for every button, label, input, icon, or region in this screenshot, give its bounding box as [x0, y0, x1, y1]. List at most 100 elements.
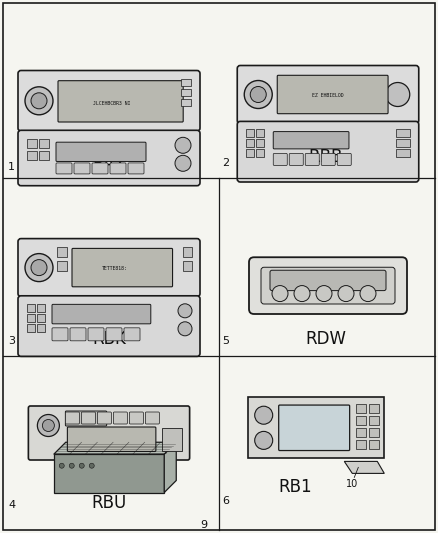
Circle shape [178, 304, 192, 318]
Circle shape [316, 286, 332, 302]
Text: 3: 3 [8, 336, 15, 346]
Circle shape [338, 286, 354, 302]
Circle shape [272, 286, 288, 302]
Bar [369, 416, 379, 425]
FancyBboxPatch shape [261, 267, 395, 304]
FancyBboxPatch shape [237, 122, 419, 182]
Text: EZ EHBIELOD: EZ EHBIELOD [311, 93, 343, 98]
FancyBboxPatch shape [18, 296, 200, 357]
Text: 6: 6 [222, 496, 229, 506]
Bar [256, 140, 264, 148]
Circle shape [31, 93, 47, 109]
FancyBboxPatch shape [92, 163, 108, 174]
Text: 4: 4 [8, 500, 15, 510]
Polygon shape [54, 442, 176, 454]
Circle shape [175, 138, 191, 154]
Bar [37, 304, 45, 312]
Bar [39, 139, 49, 148]
Circle shape [25, 87, 53, 115]
Text: RBU: RBU [92, 494, 127, 512]
Circle shape [250, 86, 266, 102]
FancyBboxPatch shape [249, 257, 407, 314]
Bar [27, 314, 35, 322]
FancyBboxPatch shape [74, 163, 90, 174]
Circle shape [37, 415, 60, 437]
FancyBboxPatch shape [129, 412, 143, 424]
Circle shape [294, 286, 310, 302]
Bar [356, 416, 366, 425]
FancyBboxPatch shape [289, 154, 303, 165]
Circle shape [244, 80, 272, 109]
Bar [246, 149, 254, 157]
FancyBboxPatch shape [273, 132, 349, 149]
FancyBboxPatch shape [72, 248, 173, 287]
Bar [246, 130, 254, 138]
Circle shape [255, 406, 273, 424]
FancyBboxPatch shape [28, 406, 190, 460]
FancyBboxPatch shape [88, 328, 104, 341]
FancyBboxPatch shape [270, 270, 386, 290]
Bar [369, 428, 379, 437]
Bar [396, 149, 410, 157]
FancyBboxPatch shape [106, 328, 122, 341]
FancyBboxPatch shape [128, 163, 144, 174]
FancyBboxPatch shape [337, 154, 351, 165]
Bar [27, 139, 37, 148]
FancyBboxPatch shape [110, 163, 126, 174]
FancyBboxPatch shape [279, 405, 350, 450]
Bar [396, 140, 410, 148]
Text: 1: 1 [8, 162, 15, 172]
Circle shape [79, 463, 84, 468]
Text: RDW: RDW [305, 330, 346, 348]
Polygon shape [164, 442, 176, 492]
Bar [356, 404, 366, 413]
Text: RB1: RB1 [278, 478, 312, 496]
FancyBboxPatch shape [273, 154, 287, 165]
Circle shape [360, 286, 376, 302]
Bar [181, 78, 191, 85]
Bar [356, 440, 366, 449]
Bar [27, 151, 37, 160]
Text: RBK: RBK [92, 330, 126, 348]
Text: TETTE818:: TETTE818: [102, 266, 128, 271]
Circle shape [175, 155, 191, 171]
Circle shape [178, 322, 192, 336]
FancyBboxPatch shape [124, 328, 140, 341]
FancyBboxPatch shape [52, 328, 68, 341]
Circle shape [31, 260, 47, 276]
Bar [57, 247, 67, 256]
FancyBboxPatch shape [277, 75, 388, 114]
FancyBboxPatch shape [65, 411, 107, 426]
Bar [256, 130, 264, 138]
FancyBboxPatch shape [65, 412, 79, 424]
FancyBboxPatch shape [18, 70, 200, 131]
Bar [246, 140, 254, 148]
Circle shape [69, 463, 74, 468]
Polygon shape [344, 462, 384, 473]
Bar [39, 151, 49, 160]
Bar [256, 149, 264, 157]
Text: 10: 10 [346, 479, 358, 489]
Bar [183, 247, 192, 256]
Circle shape [42, 419, 54, 432]
Bar [54, 454, 164, 492]
FancyBboxPatch shape [18, 130, 200, 185]
FancyBboxPatch shape [145, 412, 159, 424]
Bar [27, 324, 35, 332]
Bar [183, 261, 192, 271]
FancyBboxPatch shape [237, 66, 419, 124]
FancyBboxPatch shape [18, 239, 200, 296]
Bar [396, 130, 410, 138]
Text: 9: 9 [200, 520, 207, 530]
Bar [37, 314, 45, 322]
Text: 5: 5 [222, 336, 229, 346]
Circle shape [59, 463, 64, 468]
FancyBboxPatch shape [56, 163, 72, 174]
FancyBboxPatch shape [113, 412, 127, 424]
FancyBboxPatch shape [67, 427, 156, 451]
Circle shape [89, 463, 94, 468]
Bar [162, 428, 182, 450]
FancyBboxPatch shape [70, 328, 86, 341]
Text: 2: 2 [222, 158, 229, 168]
Bar [57, 261, 67, 271]
